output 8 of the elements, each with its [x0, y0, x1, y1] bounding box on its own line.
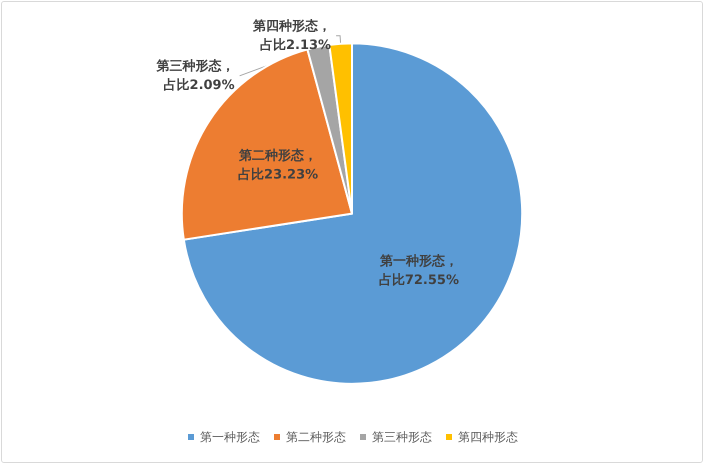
legend-label: 第二种形态 [286, 430, 346, 444]
data-label: 第二种形态，占比23.23% [238, 148, 318, 183]
data-label: 第四种形态，占比2.13% [252, 18, 332, 53]
legend-label: 第四种形态 [458, 430, 518, 444]
legend-label: 第三种形态 [372, 430, 432, 444]
data-label: 第一种形态，占比72.55% [378, 252, 459, 288]
data-label: 第三种形态，占比2.09% [156, 58, 235, 93]
legend-label: 第一种形态 [200, 430, 260, 444]
